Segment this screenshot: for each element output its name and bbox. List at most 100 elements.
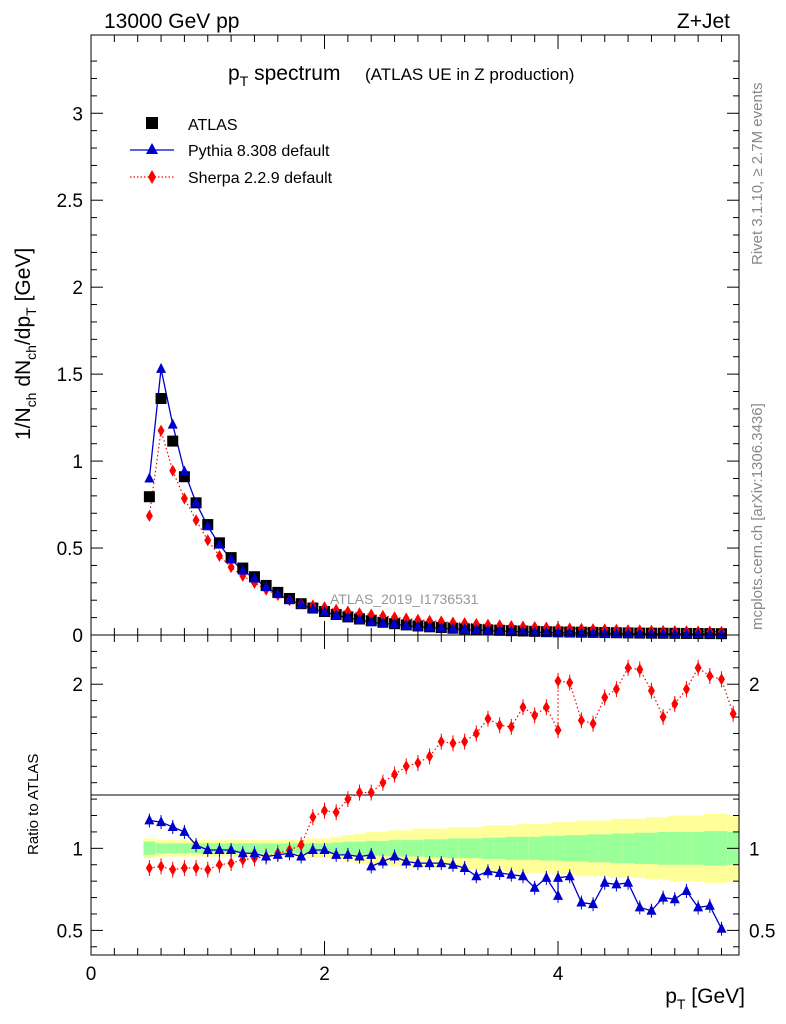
atlas-point	[155, 392, 167, 404]
pythia-ratio-point	[506, 868, 517, 879]
pythia-ratio-point	[634, 901, 645, 912]
sherpa-ratio-point	[449, 737, 457, 750]
band-green-bin	[598, 834, 611, 863]
pythia-ratio-point	[272, 848, 283, 859]
pythia-point	[471, 624, 482, 635]
sherpa-ratio-point	[379, 776, 387, 789]
y-tick-label-ratio-right: 0.5	[749, 921, 775, 942]
pythia-ratio-point	[412, 857, 423, 868]
band-green-bin	[528, 836, 541, 860]
sherpa-ratio-point	[461, 735, 469, 748]
pythia-point	[167, 418, 178, 429]
pythia-ratio-point	[623, 876, 634, 887]
sherpa-ratio-point	[566, 676, 574, 689]
band-green-bin	[668, 831, 681, 865]
band-green-bin	[703, 831, 716, 866]
pythia-point	[342, 611, 353, 622]
y-tick-label-main: 0	[72, 626, 83, 647]
sherpa-ratio-point	[215, 858, 223, 871]
pythia-ratio-point	[167, 821, 178, 831]
band-green-bin	[657, 831, 669, 865]
sherpa-ratio-point	[694, 661, 702, 674]
y-tick-label-main: 3	[72, 104, 83, 125]
pythia-point	[331, 609, 342, 620]
pythia-ratio-point	[669, 893, 680, 904]
pythia-point	[156, 362, 167, 373]
y-axis-label-main: 1/Nch dNch/dpT [GeV]	[12, 248, 39, 440]
pythia-ratio-point	[716, 922, 727, 933]
band-green-bin	[482, 837, 494, 859]
sherpa-ratio-point	[507, 720, 515, 733]
sherpa-ratio-point	[391, 768, 399, 781]
pythia-point	[272, 588, 283, 599]
pythia-point	[541, 626, 552, 637]
band-green-bin	[143, 841, 156, 855]
pythia-point	[354, 613, 365, 624]
pythia-point	[518, 625, 528, 636]
band-green-bin	[622, 833, 634, 864]
sherpa-ratio-point	[484, 712, 492, 725]
pythia-ratio-point	[296, 850, 307, 861]
sherpa-ratio-point	[297, 839, 305, 852]
pythia-ratio-point	[646, 904, 657, 915]
band-green-bin	[400, 840, 413, 857]
pythia-ratio-point	[191, 839, 202, 850]
sherpa-ratio-point	[612, 683, 620, 696]
sherpa-ratio-point	[309, 811, 317, 824]
band-green-bin	[610, 833, 623, 864]
sherpa-point	[157, 424, 165, 437]
ratio-panel-series	[144, 659, 737, 936]
pythia-ratio-point	[611, 878, 622, 889]
ratio-panel-frame	[90, 634, 740, 956]
pythia-ratio-point	[366, 848, 377, 859]
x-tick-label: 4	[553, 964, 564, 985]
sherpa-point	[180, 492, 188, 505]
sherpa-ratio-point	[519, 701, 527, 714]
pythia-point	[436, 622, 447, 633]
pythia-point	[693, 628, 704, 639]
sherpa-ratio-point	[671, 697, 679, 710]
sherpa-ratio-point	[589, 717, 597, 730]
pythia-point	[716, 628, 727, 639]
y-tick-label-ratio-right: 2	[749, 675, 760, 696]
band-green-bin	[552, 836, 564, 861]
pythia-ratio-point	[424, 857, 435, 868]
sherpa-point	[192, 514, 200, 527]
pythia-ratio-point	[658, 891, 669, 902]
pythia-ratio-point	[564, 870, 575, 881]
sherpa-ratio-point	[577, 714, 585, 727]
y-tick-label-ratio: 0.5	[57, 921, 83, 942]
sherpa-ratio-point	[706, 670, 714, 683]
sherpa-ratio-point	[180, 862, 188, 875]
pythia-ratio-point	[447, 858, 458, 869]
pythia-point	[366, 616, 377, 627]
pythia-point	[214, 538, 225, 549]
band-green-bin	[178, 843, 191, 854]
rivet-label: Rivet 3.1.10, ≥ 2.7M events	[749, 83, 766, 266]
x-tick-label: 2	[319, 964, 330, 985]
atlas-point	[143, 491, 155, 503]
pythia-point	[564, 626, 575, 637]
sherpa-ratio-point	[157, 860, 165, 873]
x-axis-label: pT [GeV]	[665, 985, 745, 1012]
band-green-bin	[458, 838, 471, 859]
band-green-bin	[633, 832, 646, 864]
pythia-ratio-point	[331, 848, 342, 859]
pythia-ratio-point	[261, 850, 272, 861]
band-green-bin	[505, 836, 518, 860]
sherpa-point	[449, 616, 457, 629]
pythia-point	[307, 602, 318, 613]
band-green-bin	[353, 841, 366, 855]
pythia-point	[412, 620, 423, 631]
mcplots-label: mcplots.cern.ch [arXiv:1306.3436]	[749, 403, 766, 630]
pythia-ratio-point	[377, 855, 388, 866]
pythia-point	[202, 520, 213, 531]
x-tick-label: 0	[86, 964, 97, 985]
sherpa-ratio-point	[145, 862, 153, 875]
pythia-ratio-point	[471, 870, 482, 881]
band-green-bin	[412, 840, 424, 857]
pythia-point	[459, 623, 470, 634]
pythia-point	[389, 618, 400, 629]
pythia-ratio-point	[179, 825, 190, 836]
band-green-bin	[447, 838, 459, 859]
